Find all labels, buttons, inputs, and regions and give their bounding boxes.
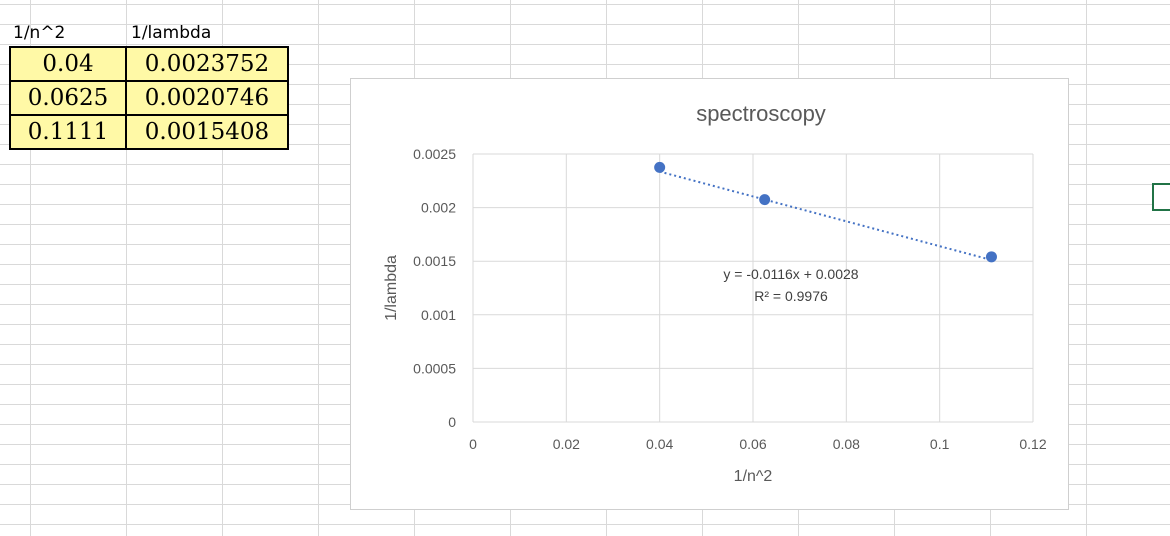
scatter-chart[interactable]: 0 0.02 0.04 0.06 0.08 0.1 0.12 0 0.0005 0.001 0.00… [350, 78, 1069, 510]
x-tick-label: 0 [469, 436, 477, 452]
cell-x[interactable]: 0.0625 [9, 80, 127, 116]
cell-y[interactable]: 0.0023752 [125, 46, 289, 82]
trendline-equation: y = -0.0116x + 0.0028 [723, 266, 858, 282]
header-1-lambda[interactable]: 1/lambda [131, 23, 212, 43]
y-tick-label: 0.001 [421, 307, 456, 323]
header-1-n2[interactable]: 1/n^2 [13, 23, 66, 43]
chart-title: spectroscopy [696, 101, 826, 126]
cell-x[interactable]: 0.1111 [9, 114, 127, 150]
trendline [659, 170, 992, 261]
y-axis-label: 1/lambda [383, 255, 400, 321]
table-row: 0.04 0.0023752 [9, 46, 289, 82]
selected-cell[interactable] [1152, 183, 1170, 211]
table-row: 0.1111 0.0015408 [9, 114, 289, 150]
y-tick-label: 0 [448, 414, 456, 430]
x-tick-label: 0.12 [1019, 436, 1046, 452]
x-axis-label: 1/n^2 [734, 468, 773, 485]
cell-y[interactable]: 0.0020746 [125, 80, 289, 116]
y-tick-label: 0.0015 [413, 253, 456, 269]
x-tick-label: 0.06 [739, 436, 766, 452]
chart-svg: 0 0.02 0.04 0.06 0.08 0.1 0.12 0 0.0005 0.001 0.00… [383, 101, 1047, 485]
cell-y[interactable]: 0.0015408 [125, 114, 289, 150]
x-tick-label: 0.02 [553, 436, 580, 452]
y-tick-label: 0.0025 [413, 146, 456, 162]
data-point [759, 194, 771, 206]
cell-x[interactable]: 0.04 [9, 46, 127, 82]
data-point [654, 161, 666, 173]
r-squared-label: R² = 0.9976 [754, 288, 828, 304]
x-tick-label: 0.08 [833, 436, 860, 452]
data-table: 0.04 0.0023752 0.0625 0.0020746 0.1111 0… [9, 46, 289, 150]
x-tick-label: 0.04 [646, 436, 673, 452]
y-tick-label: 0.002 [421, 200, 456, 216]
table-row: 0.0625 0.0020746 [9, 80, 289, 116]
y-tick-label: 0.0005 [413, 360, 456, 376]
x-tick-label: 0.1 [930, 436, 950, 452]
data-point [985, 251, 997, 263]
